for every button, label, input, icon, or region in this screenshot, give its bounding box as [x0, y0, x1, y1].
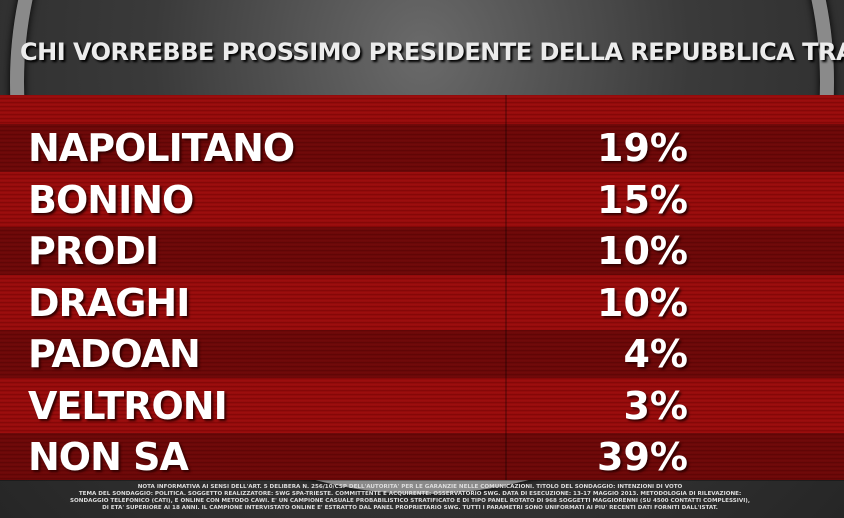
row-value: 3%: [623, 383, 688, 428]
divider: [505, 95, 507, 480]
row-label: NAPOLITANO: [28, 126, 295, 170]
row-label: NON SA: [28, 435, 189, 479]
table-row: DRAGHI 10%: [0, 279, 844, 327]
row-label: DRAGHI: [28, 280, 190, 325]
row-value: 15%: [597, 177, 688, 222]
row-value: 4%: [623, 332, 688, 376]
footnote-line: SONDAGGIO TELEFONICO (CATI), E ONLINE CO…: [70, 498, 750, 504]
footnote: NOTA INFORMATIVA AI SENSI DELL'ART. 5 DE…: [60, 484, 760, 512]
table-row: PADOAN 4%: [0, 330, 844, 378]
table-row: PRODI 10%: [0, 227, 844, 275]
row-value: 19%: [597, 126, 688, 170]
row-label: PADOAN: [28, 332, 201, 376]
panel: [0, 95, 844, 480]
row-value: 39%: [597, 435, 688, 479]
row-value: 10%: [597, 229, 688, 273]
table-row: VELTRONI 3%: [0, 382, 844, 430]
row-label: VELTRONI: [28, 383, 228, 428]
table-row: BONINO 15%: [0, 176, 844, 224]
table-row: NAPOLITANO 19%: [0, 124, 844, 172]
footnote-line: NOTA INFORMATIVA AI SENSI DELL'ART. 5 DE…: [137, 484, 683, 490]
table-row: NON SA 39%: [0, 433, 844, 481]
footnote-line: TEMA DEL SONDAGGIO: POLITICA. SOGGETTO R…: [78, 491, 742, 497]
row-label: PRODI: [28, 229, 159, 273]
footnote-line: DI ETA' SUPERIORE AI 18 ANNI. IL CAMPION…: [102, 505, 718, 511]
row-value: 10%: [597, 280, 688, 325]
row-label: BONINO: [28, 177, 194, 222]
title: CHI VORREBBE PROSSIMO PRESIDENTE DELLA R…: [20, 38, 844, 66]
